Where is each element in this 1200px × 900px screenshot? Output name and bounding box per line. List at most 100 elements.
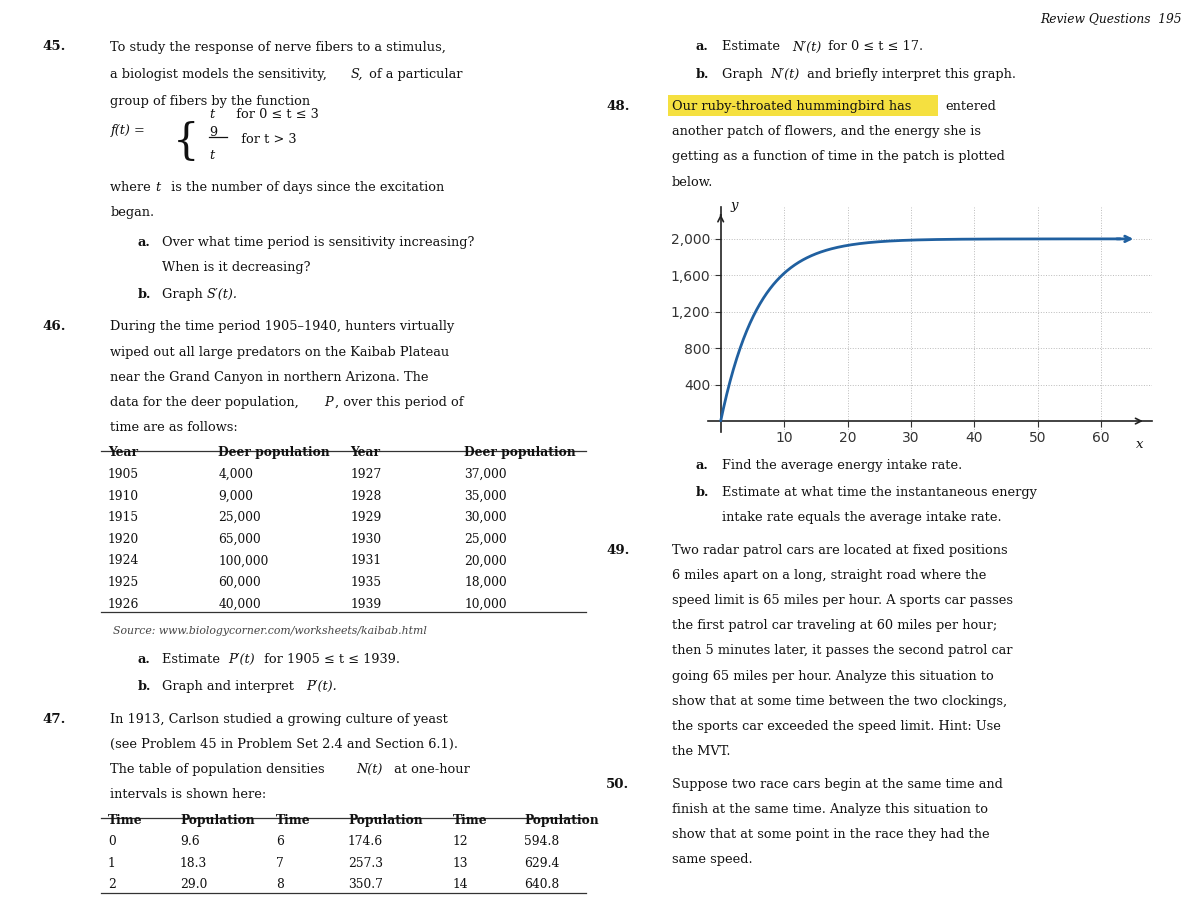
Text: Deer population: Deer population [464, 446, 576, 459]
Text: 1928: 1928 [350, 490, 382, 502]
Text: b.: b. [138, 680, 151, 693]
Text: intake rate equals the average intake rate.: intake rate equals the average intake ra… [722, 511, 1002, 524]
Text: S,: S, [350, 68, 362, 80]
Text: then 5 minutes later, it passes the second patrol car: then 5 minutes later, it passes the seco… [672, 644, 1013, 657]
Text: speed limit is 65 miles per hour. A sports car passes: speed limit is 65 miles per hour. A spor… [672, 594, 1013, 607]
Text: 629.4: 629.4 [524, 857, 559, 869]
Text: 45.: 45. [42, 40, 65, 53]
Text: the sports car exceeded the speed limit. Hint: Use: the sports car exceeded the speed limit.… [672, 720, 1001, 733]
Text: where: where [110, 181, 155, 194]
Text: entered: entered [946, 100, 996, 112]
Text: 9: 9 [209, 126, 217, 139]
Text: P′(t): P′(t) [228, 653, 254, 666]
Text: 14: 14 [452, 878, 468, 891]
Text: 25,000: 25,000 [218, 511, 262, 524]
Text: t: t [155, 181, 160, 194]
Text: 6 miles apart on a long, straight road where the: 6 miles apart on a long, straight road w… [672, 569, 986, 581]
Text: for 1905 ≤ t ≤ 1939.: for 1905 ≤ t ≤ 1939. [260, 653, 401, 666]
Text: Suppose two race cars begin at the same time and: Suppose two race cars begin at the same … [672, 778, 1003, 790]
Text: 25,000: 25,000 [464, 533, 508, 545]
Text: Population: Population [524, 814, 599, 826]
Text: 1: 1 [108, 857, 115, 869]
Text: 48.: 48. [606, 100, 630, 112]
Text: and briefly interpret this graph.: and briefly interpret this graph. [803, 68, 1015, 80]
Text: b.: b. [696, 68, 709, 80]
Text: Time: Time [276, 814, 311, 826]
Text: N(t): N(t) [356, 763, 383, 776]
Text: f(t) =: f(t) = [110, 124, 149, 137]
Text: 60,000: 60,000 [218, 576, 262, 589]
Text: 47.: 47. [42, 713, 65, 725]
Text: show that at some time between the two clockings,: show that at some time between the two c… [672, 695, 1007, 707]
Text: 1935: 1935 [350, 576, 382, 589]
Text: Year: Year [350, 446, 380, 459]
Text: 2: 2 [108, 878, 116, 891]
Text: for t > 3: for t > 3 [233, 133, 296, 146]
Text: Estimate at what time the instantaneous energy: Estimate at what time the instantaneous … [722, 486, 1037, 499]
Text: t: t [209, 108, 214, 121]
Text: N′(t): N′(t) [792, 40, 821, 53]
Text: 257.3: 257.3 [348, 857, 383, 869]
Text: going 65 miles per hour. Analyze this situation to: going 65 miles per hour. Analyze this si… [672, 670, 994, 682]
Text: 1915: 1915 [108, 511, 139, 524]
Text: 1925: 1925 [108, 576, 139, 589]
Text: 9.6: 9.6 [180, 835, 199, 848]
Text: Review Questions  195: Review Questions 195 [1040, 12, 1182, 24]
Text: Find the average energy intake rate.: Find the average energy intake rate. [722, 459, 962, 472]
Text: 0: 0 [108, 835, 115, 848]
Text: Year: Year [108, 446, 138, 459]
Text: 29.0: 29.0 [180, 878, 208, 891]
Text: for 0 ≤ t ≤ 17.: for 0 ≤ t ≤ 17. [824, 40, 924, 53]
Text: b.: b. [696, 486, 709, 499]
Text: 1939: 1939 [350, 598, 382, 610]
Text: 1927: 1927 [350, 468, 382, 481]
Text: 4,000: 4,000 [218, 468, 253, 481]
Text: 37,000: 37,000 [464, 468, 508, 481]
Text: a.: a. [696, 40, 709, 53]
Text: a.: a. [696, 459, 709, 472]
Text: To study the response of nerve fibers to a stimulus,: To study the response of nerve fibers to… [110, 40, 446, 53]
Text: another patch of flowers, and the energy she is: another patch of flowers, and the energy… [672, 125, 982, 138]
Text: Two radar patrol cars are located at fixed positions: Two radar patrol cars are located at fix… [672, 544, 1008, 556]
Text: 1905: 1905 [108, 468, 139, 481]
Text: the MVT.: the MVT. [672, 745, 731, 758]
Text: getting as a function of time in the patch is plotted: getting as a function of time in the pat… [672, 150, 1004, 163]
Text: the first patrol car traveling at 60 miles per hour;: the first patrol car traveling at 60 mil… [672, 619, 997, 632]
Text: 640.8: 640.8 [524, 878, 559, 891]
Text: t: t [209, 149, 214, 162]
Text: During the time period 1905–1940, hunters virtually: During the time period 1905–1940, hunter… [110, 320, 455, 333]
Text: 6: 6 [276, 835, 284, 848]
Text: same speed.: same speed. [672, 853, 752, 866]
Text: 7: 7 [276, 857, 283, 869]
Text: 100,000: 100,000 [218, 554, 269, 567]
Text: In 1913, Carlson studied a growing culture of yeast: In 1913, Carlson studied a growing cultu… [110, 713, 449, 725]
Text: 65,000: 65,000 [218, 533, 262, 545]
Text: near the Grand Canyon in northern Arizona. The: near the Grand Canyon in northern Arizon… [110, 371, 428, 383]
Text: 1910: 1910 [108, 490, 139, 502]
Text: Estimate: Estimate [162, 653, 224, 666]
Text: 594.8: 594.8 [524, 835, 559, 848]
Text: The table of population densities: The table of population densities [110, 763, 329, 776]
Text: is the number of days since the excitation: is the number of days since the excitati… [167, 181, 444, 194]
Text: 8: 8 [276, 878, 284, 891]
Text: 1931: 1931 [350, 554, 382, 567]
Text: group of fibers by the function: group of fibers by the function [110, 94, 311, 107]
Text: 1930: 1930 [350, 533, 382, 545]
Text: began.: began. [110, 206, 155, 219]
Text: 20,000: 20,000 [464, 554, 508, 567]
Text: When is it decreasing?: When is it decreasing? [162, 261, 311, 274]
Text: 40,000: 40,000 [218, 598, 262, 610]
Text: Time: Time [452, 814, 487, 826]
Text: 10,000: 10,000 [464, 598, 508, 610]
Text: 50.: 50. [606, 778, 629, 790]
Text: a.: a. [138, 236, 151, 248]
Text: Deer population: Deer population [218, 446, 330, 459]
Text: a biologist models the sensitivity,: a biologist models the sensitivity, [110, 68, 331, 80]
Text: wiped out all large predators on the Kaibab Plateau: wiped out all large predators on the Kai… [110, 346, 450, 358]
Text: b.: b. [138, 288, 151, 301]
Text: Our ruby-throated hummingbird has: Our ruby-throated hummingbird has [672, 100, 916, 112]
Text: 9,000: 9,000 [218, 490, 253, 502]
Text: Estimate: Estimate [722, 40, 785, 53]
Text: 30,000: 30,000 [464, 511, 508, 524]
Text: Population: Population [348, 814, 422, 826]
